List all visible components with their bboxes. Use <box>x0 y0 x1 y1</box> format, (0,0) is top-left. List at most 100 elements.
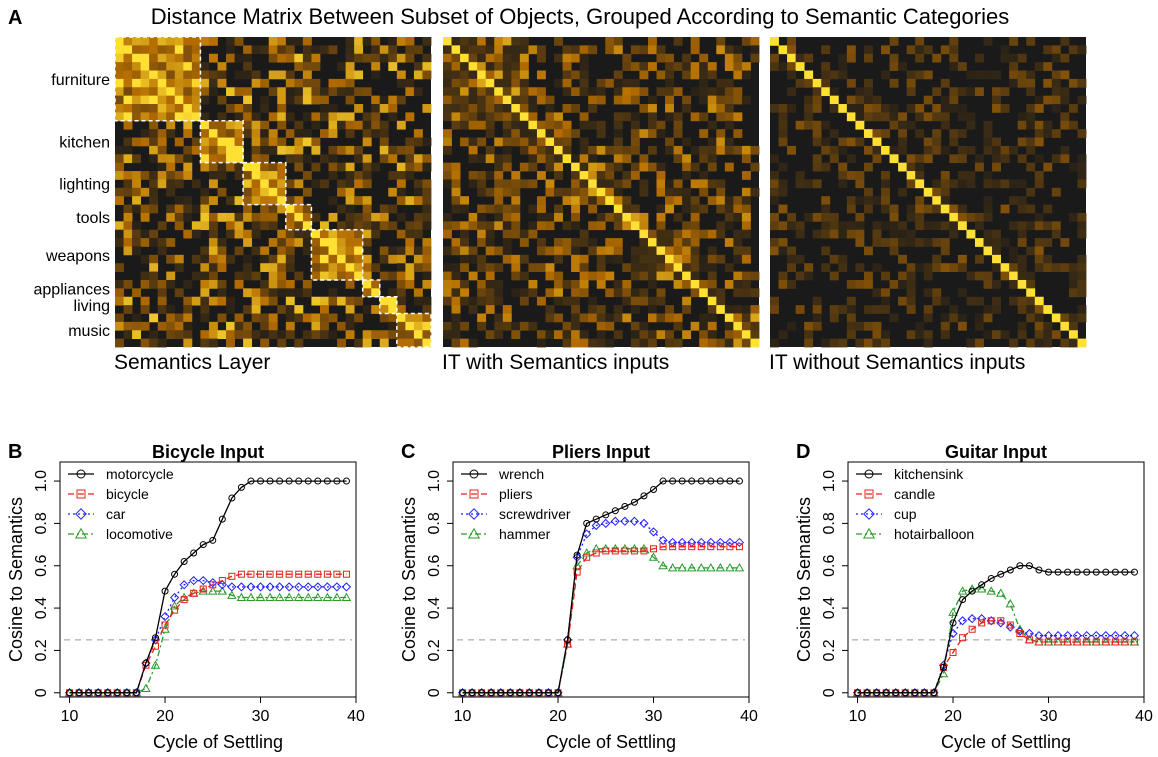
matrix-cell <box>123 204 133 214</box>
matrix-cell <box>132 246 142 256</box>
matrix-cell <box>579 62 589 71</box>
matrix-cell <box>354 154 364 164</box>
matrix-cell <box>881 271 890 281</box>
matrix-cell <box>183 162 193 172</box>
matrix-cell <box>260 254 270 264</box>
matrix-cell <box>468 246 478 256</box>
matrix-cell <box>285 330 295 340</box>
matrix-cell <box>285 263 295 272</box>
data-point <box>1120 630 1130 641</box>
series-line <box>857 620 1135 694</box>
matrix-cell <box>166 212 176 222</box>
matrix-cell <box>812 229 822 239</box>
matrix-cell <box>855 338 865 348</box>
matrix-cell <box>940 238 950 247</box>
data-point <box>265 582 275 592</box>
matrix-cell <box>494 112 504 122</box>
matrix-cell <box>268 238 278 247</box>
matrix-cell <box>665 204 674 214</box>
matrix-cell <box>949 263 959 272</box>
matrix-cell <box>957 171 967 180</box>
matrix-cell <box>485 238 495 247</box>
matrix-cell <box>468 271 478 281</box>
matrix-cell <box>405 313 415 323</box>
matrix-cell <box>511 95 521 105</box>
matrix-cell <box>898 238 908 247</box>
matrix-cell <box>605 145 615 155</box>
matrix-cell <box>260 204 270 214</box>
matrix-cell <box>923 313 933 323</box>
matrix-cell <box>992 296 1001 306</box>
matrix-cell <box>770 212 779 222</box>
matrix-cell <box>302 229 312 239</box>
matrix-cell <box>1034 321 1044 331</box>
matrix-cell <box>906 179 916 189</box>
data-point <box>506 689 514 697</box>
matrix-cell <box>485 246 495 256</box>
matrix-cell <box>413 62 423 71</box>
matrix-cell <box>234 196 244 205</box>
matrix-cell <box>724 145 734 155</box>
matrix-cell <box>140 229 150 239</box>
matrix-cell <box>846 154 856 164</box>
matrix-cell <box>770 196 779 205</box>
matrix-cell <box>630 62 640 71</box>
matrix-cell <box>443 53 452 63</box>
matrix-cell <box>328 296 338 306</box>
matrix-cell <box>622 145 632 155</box>
matrix-cell <box>992 238 1001 247</box>
matrix-cell <box>362 204 372 214</box>
matrix-cell <box>656 70 666 80</box>
matrix-cell <box>846 296 856 306</box>
matrix-cell <box>571 179 581 189</box>
matrix-cell <box>554 78 563 88</box>
matrix-cell <box>1009 279 1019 289</box>
data-point <box>583 553 591 561</box>
matrix-cell <box>966 212 976 222</box>
matrix-cell <box>673 120 683 130</box>
matrix-cell <box>923 330 933 340</box>
matrix-cell <box>639 238 649 247</box>
matrix-cell <box>174 196 184 205</box>
matrix-cell <box>1034 137 1044 147</box>
matrix-cell <box>468 78 478 88</box>
matrix-cell <box>647 162 657 172</box>
matrix-cell <box>528 154 538 164</box>
matrix-cell <box>699 279 709 289</box>
data-point <box>236 592 247 601</box>
data-point <box>996 588 1006 597</box>
matrix-cell <box>571 254 581 264</box>
matrix-cell <box>1043 221 1053 231</box>
legend-marker <box>864 489 874 499</box>
matrix-cell <box>741 212 751 222</box>
matrix-cell <box>183 37 193 46</box>
matrix-cell <box>821 120 831 130</box>
matrix-cell <box>200 70 210 80</box>
matrix-cell <box>166 271 176 281</box>
matrix-cell <box>596 246 606 256</box>
matrix-cell <box>1026 271 1036 281</box>
matrix-cell <box>311 254 321 264</box>
data-point <box>658 535 668 545</box>
matrix-cell <box>898 129 908 138</box>
matrix-cell <box>733 288 743 298</box>
matrix-cell <box>562 330 572 340</box>
matrix-cell <box>243 212 253 222</box>
matrix-cell <box>226 338 235 348</box>
matrix-cell <box>217 246 227 256</box>
matrix-cell <box>571 338 581 348</box>
matrix-cell <box>388 305 398 314</box>
matrix-cell <box>302 53 312 63</box>
matrix-cell <box>243 129 253 138</box>
matrix-cell <box>656 129 666 138</box>
matrix-cell <box>396 171 406 180</box>
matrix-cell <box>345 78 355 88</box>
matrix-cell <box>957 104 967 113</box>
matrix-cell <box>855 238 865 247</box>
matrix-cell <box>932 254 942 264</box>
matrix-cell <box>285 45 295 55</box>
matrix-cell <box>846 313 856 323</box>
matrix-cell <box>405 321 415 331</box>
matrix-cell <box>906 70 916 80</box>
matrix-cell <box>115 78 124 88</box>
